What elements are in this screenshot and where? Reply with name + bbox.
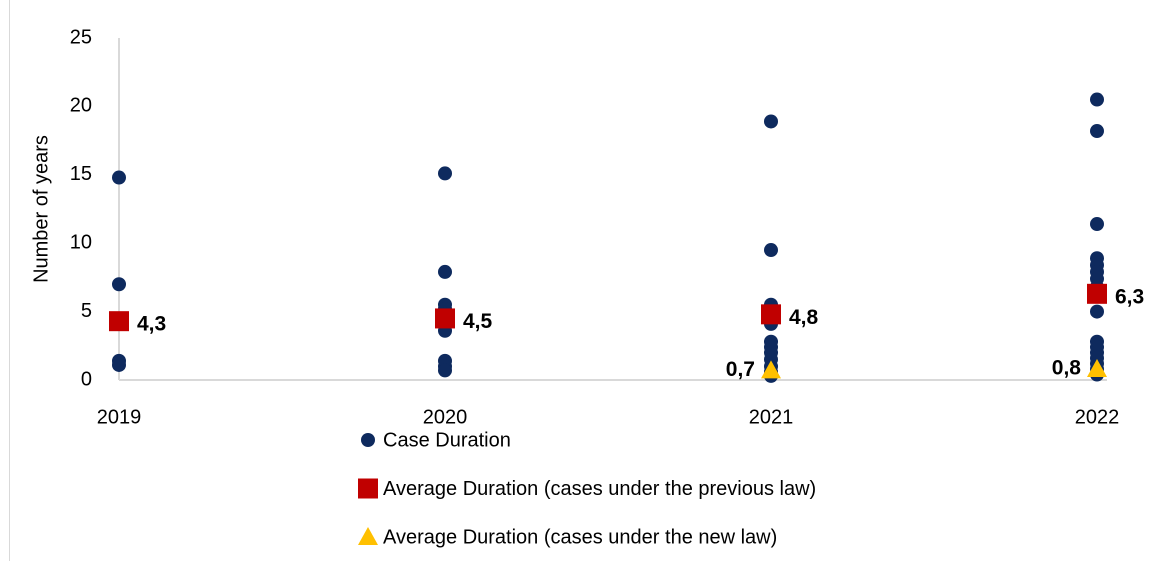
y-tick-label: 5	[81, 300, 92, 322]
point	[764, 243, 778, 258]
data-label: 0,7	[726, 358, 755, 381]
point	[438, 363, 452, 378]
x-tick-label: 2022	[1075, 406, 1120, 428]
point	[1090, 304, 1104, 319]
point	[761, 360, 781, 379]
legend-marker	[361, 433, 375, 447]
legend-label: Average Duration (cases under the new la…	[383, 526, 777, 548]
point	[109, 311, 129, 332]
point	[438, 264, 452, 279]
point	[1087, 359, 1107, 378]
point	[112, 277, 126, 292]
point	[435, 308, 455, 329]
y-tick-label: 10	[70, 231, 92, 253]
point	[438, 166, 452, 181]
y-axis-label: Number of years	[30, 135, 52, 283]
point	[764, 114, 778, 129]
point	[1090, 92, 1104, 107]
point	[761, 304, 781, 325]
point	[1090, 217, 1104, 232]
chart-frame	[9, 0, 10, 561]
data-label: 0,8	[1052, 357, 1082, 380]
data-label: 4,8	[789, 306, 819, 329]
point	[112, 170, 126, 185]
point	[112, 357, 126, 372]
data-label: 4,3	[137, 313, 166, 336]
legend-marker	[358, 478, 378, 499]
y-tick-label: 25	[70, 26, 92, 48]
legend-label: Average Duration (cases under the previo…	[383, 478, 816, 500]
y-tick-label: 20	[70, 95, 92, 117]
data-label: 4,5	[463, 310, 493, 333]
x-tick-label: 2019	[97, 406, 142, 428]
legend-marker	[358, 527, 378, 545]
point	[1090, 124, 1104, 139]
x-tick-label: 2021	[749, 406, 794, 428]
x-tick-label: 2020	[423, 406, 468, 428]
point	[1087, 283, 1107, 304]
y-tick-label: 0	[81, 368, 92, 390]
y-tick-label: 15	[70, 163, 92, 185]
data-label: 6,3	[1115, 285, 1144, 308]
legend-label: Case Duration	[383, 429, 511, 451]
